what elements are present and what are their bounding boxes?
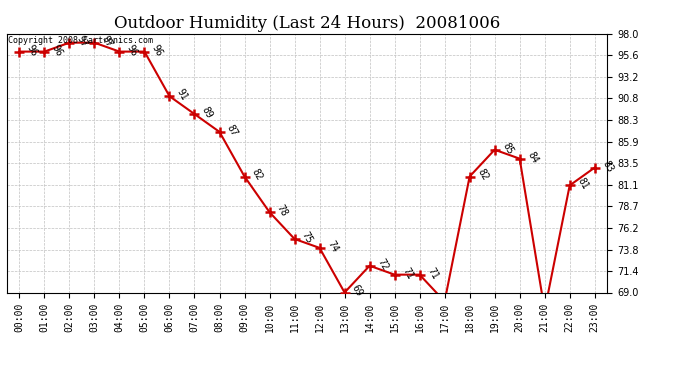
Text: 78: 78 [275, 203, 290, 218]
Text: 74: 74 [325, 239, 339, 254]
Text: 97: 97 [100, 34, 115, 49]
Text: 69: 69 [350, 284, 364, 298]
Text: 91: 91 [175, 87, 190, 102]
Text: 96: 96 [125, 43, 139, 58]
Text: 68: 68 [0, 374, 1, 375]
Text: 83: 83 [600, 159, 615, 174]
Text: 87: 87 [225, 123, 239, 138]
Text: 96: 96 [25, 43, 39, 58]
Text: 67: 67 [0, 374, 1, 375]
Text: 72: 72 [375, 257, 390, 272]
Text: 71: 71 [425, 266, 440, 281]
Text: 96: 96 [50, 43, 64, 58]
Text: 81: 81 [575, 176, 590, 192]
Text: 96: 96 [150, 43, 164, 58]
Text: 82: 82 [250, 168, 264, 183]
Title: Outdoor Humidity (Last 24 Hours)  20081006: Outdoor Humidity (Last 24 Hours) 2008100… [114, 15, 500, 32]
Text: 71: 71 [400, 266, 415, 281]
Text: 85: 85 [500, 141, 515, 156]
Text: 89: 89 [200, 105, 215, 120]
Text: 75: 75 [300, 230, 315, 245]
Text: 84: 84 [525, 150, 540, 165]
Text: Copyright 2008 Cartronics.com: Copyright 2008 Cartronics.com [8, 36, 153, 45]
Text: 82: 82 [475, 168, 490, 183]
Text: 97: 97 [75, 34, 90, 49]
